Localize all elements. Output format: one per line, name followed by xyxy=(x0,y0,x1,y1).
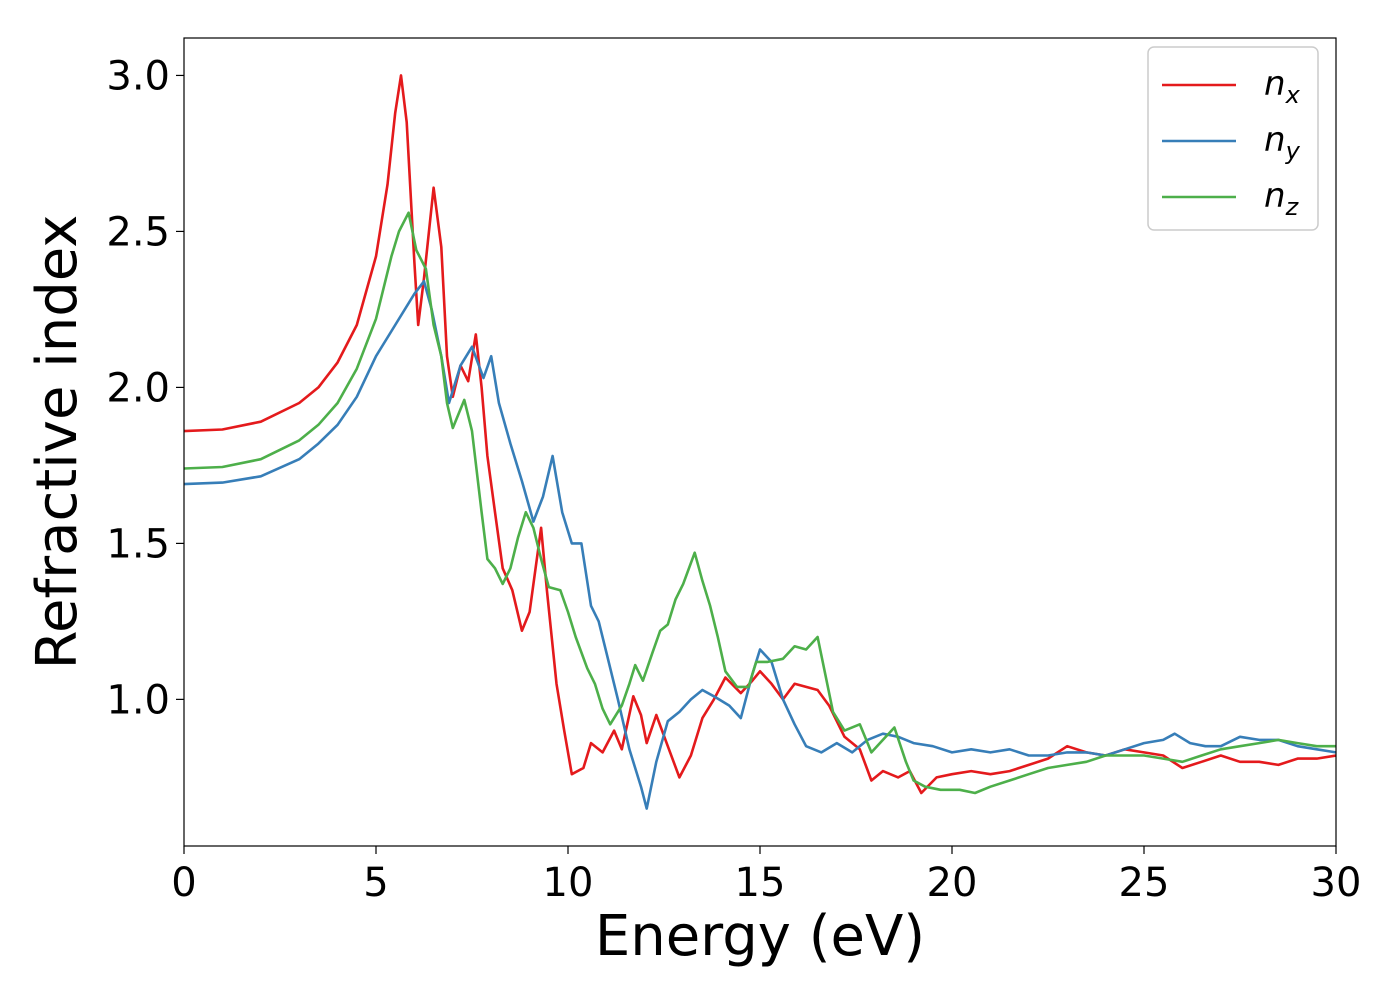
legend-box xyxy=(1147,46,1319,231)
x-tick-label: 30 xyxy=(1311,860,1362,906)
x-tick-label: 0 xyxy=(171,860,196,906)
series-lines xyxy=(184,74,1336,810)
x-axis-label: Energy (eV) xyxy=(595,904,925,969)
y-tick-label: 3.0 xyxy=(106,53,170,99)
series-line-nz xyxy=(184,211,1336,795)
x-tick-label: 5 xyxy=(363,860,388,906)
legend-label-ny: ny xyxy=(1264,120,1301,165)
x-tick-label: 25 xyxy=(1119,860,1170,906)
x-axis: 0 5 10 15 20 25 30 xyxy=(171,846,1361,906)
y-tick-label: 1.0 xyxy=(106,677,170,723)
legend-label-nx: nx xyxy=(1264,64,1301,109)
y-axis-label: Refractive index xyxy=(25,215,90,670)
y-tick-label: 1.5 xyxy=(106,521,170,567)
x-tick-label: 15 xyxy=(735,860,786,906)
y-tick-label: 2.5 xyxy=(106,209,170,255)
y-tick-label: 2.0 xyxy=(106,365,170,411)
series-line-nx xyxy=(184,74,1336,795)
legend-label-nz: nz xyxy=(1264,176,1300,221)
legend: nx ny nz xyxy=(1147,46,1319,231)
series-line-ny xyxy=(184,280,1336,810)
x-tick-label: 10 xyxy=(543,860,594,906)
y-axis: 1.0 1.5 2.0 2.5 3.0 xyxy=(106,53,184,723)
x-tick-label: 20 xyxy=(927,860,978,906)
